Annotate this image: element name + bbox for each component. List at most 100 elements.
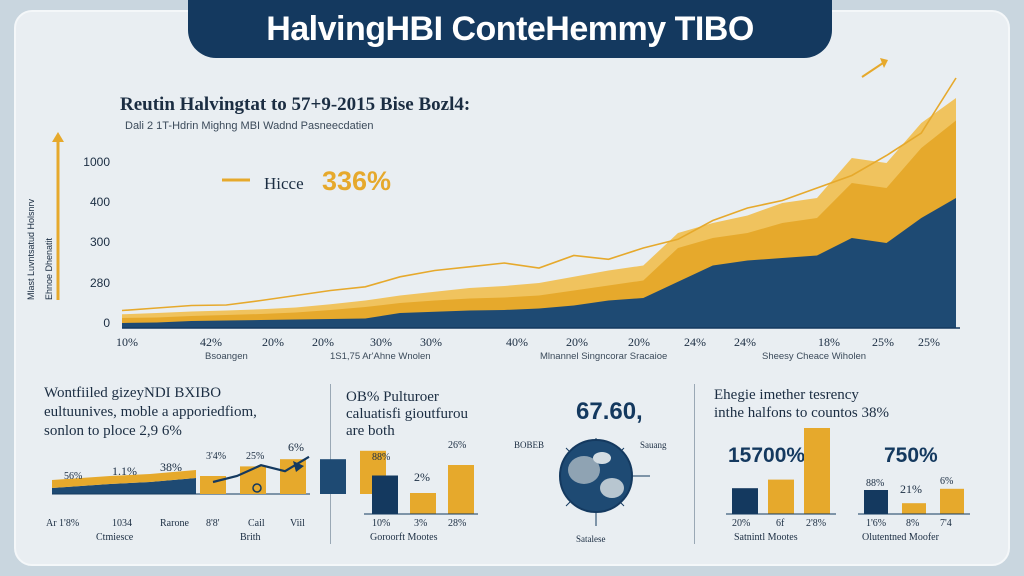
section1-xlabel: Ar 1'8% [46, 518, 80, 529]
section3-right-bottom: 7'4 [940, 518, 952, 529]
section-divider [694, 384, 695, 544]
section2-bar [410, 493, 436, 514]
y-tick-label: 280 [89, 276, 110, 290]
section1-heading: Wontfiiled gizeyNDI BXIBO [44, 385, 222, 401]
section3-sublabel: Olutentned Moofer [862, 532, 939, 543]
section3-right-label: 21% [900, 482, 922, 496]
area-series-blue [122, 198, 956, 328]
section2-bar-label: 2% [414, 470, 430, 484]
section1-line3: sonlon to ploce 2,9 6% [44, 423, 182, 439]
section2-bottom-label: 3% [414, 518, 428, 529]
x-tick-label: 24% [734, 335, 756, 349]
x-sub-label: Sheesy Cheace Wiholen [762, 351, 867, 362]
x-tick-label: 40% [506, 335, 528, 349]
x-tick-label: 25% [872, 335, 894, 349]
section1-label: 6% [288, 440, 304, 454]
section2-sublabel: Goroorft Mootes [370, 532, 438, 543]
section2-bar [448, 465, 474, 514]
trend-arrow-head [880, 58, 888, 68]
section3-left-label: 20% [732, 518, 751, 529]
section2-bottom-label: 10% [372, 518, 391, 529]
section1-label: 1.1% [112, 464, 137, 478]
section2-bar-label: 26% [448, 440, 467, 451]
x-tick-label: 20% [312, 335, 334, 349]
section3-sublabel: Satnintl Mootes [734, 532, 798, 543]
x-tick-label: 30% [420, 335, 442, 349]
y-tick-label: 300 [89, 235, 110, 249]
globe-icon [559, 438, 650, 526]
section2-line2: caluatisfi gioutfurou [346, 406, 469, 422]
section3-left-label: 2'8% [806, 518, 827, 529]
section3-left-bar [804, 428, 830, 514]
section2-bar-label: 88% [372, 452, 391, 463]
y-tick-label: 1000 [83, 155, 110, 169]
section1-sublabel: Ctmiesce [96, 532, 134, 543]
trend-line [121, 77, 957, 312]
section3-heading: Ehegie imether tesrency [714, 387, 859, 403]
section1-xlabel: 1034 [112, 518, 132, 529]
section1-area-blue [52, 478, 196, 494]
section1-bar [320, 459, 346, 494]
section3-right-label: 6% [940, 476, 954, 487]
section2-heading: OB% Pulturoer [346, 389, 439, 405]
section2-bar [372, 475, 398, 514]
section3-left-bar [768, 479, 794, 514]
section1-sublabel: Brith [240, 532, 261, 543]
x-tick-label: 20% [262, 335, 284, 349]
callout-value: 336% [322, 166, 392, 196]
section1-label: 56% [64, 471, 83, 482]
x-tick-label: 42% [200, 335, 222, 349]
x-tick-label: 24% [684, 335, 706, 349]
section3-left-label: 6f [776, 518, 785, 529]
section1-xlabel: Cail [248, 518, 265, 529]
section3-value2: 750% [884, 444, 938, 467]
y-tick-label: 0 [103, 316, 110, 330]
section3-right-bottom: 8% [906, 518, 920, 529]
x-tick-label: 20% [628, 335, 650, 349]
section1-label: 38% [160, 460, 182, 474]
section1-area-gold [52, 470, 196, 488]
section1-trend-marker [252, 483, 262, 493]
chart-subtitle: Reutin Halvingtat to 57+9-2015 Bise Bozl… [120, 94, 471, 115]
x-tick-label: 18% [818, 335, 840, 349]
x-tick-label: 20% [566, 335, 588, 349]
section3-right-bar [864, 490, 888, 514]
section1-label: 25% [246, 451, 265, 462]
y-axis-arrow-head [52, 132, 64, 142]
section3-value1: 15700% [728, 444, 806, 467]
x-tick-label: 30% [370, 335, 392, 349]
x-tick-label: 10% [116, 335, 138, 349]
x-tick-label: 25% [918, 335, 940, 349]
section3-right-bar [940, 488, 964, 514]
section1-label: 3'4% [206, 451, 227, 462]
section2-bottom-label: 28% [448, 518, 467, 529]
section2-line3: are both [346, 423, 395, 439]
x-sub-label: Bsoangen [205, 351, 248, 362]
section3-left-bar [732, 488, 758, 514]
globe-right-label: Sauang [640, 440, 667, 450]
section1-trend-arrow [293, 461, 304, 472]
page-title: HalvingHBI ConteHemmy TIBO [188, 0, 832, 58]
globe-bottom-label: Satalese [576, 534, 606, 544]
section3-right-label: 88% [866, 478, 885, 489]
section1-trend-line [212, 455, 310, 484]
chart-subtitle-secondary: Dali 2 1T-Hdrin Mighng MBI Wadnd Pasneec… [125, 120, 374, 132]
section3-right-bar [902, 503, 926, 514]
x-sub-label: 1S1,75 Ar'Ahne Wnolen [330, 351, 431, 362]
section3-line2: inthe halfons to countos 38% [714, 405, 889, 421]
section3-right-bottom: 1'6% [866, 518, 887, 529]
section1-xlabel: 8'8' [206, 518, 220, 529]
section1-xlabel: Rarone [160, 518, 189, 529]
x-sub-label: Mlnannel Singncorar Sracaioe [540, 351, 668, 362]
trend-arrow [861, 60, 887, 78]
y-tick-label: 400 [89, 195, 110, 209]
callout-label: Hicce [264, 174, 304, 193]
section1-line2: eultuunives, moble a apporiedfiom, [44, 404, 257, 420]
section1-xlabel: Viil [290, 518, 305, 529]
globe-value: 67.60, [576, 398, 643, 425]
globe-left-label: BOBEB [514, 440, 545, 450]
